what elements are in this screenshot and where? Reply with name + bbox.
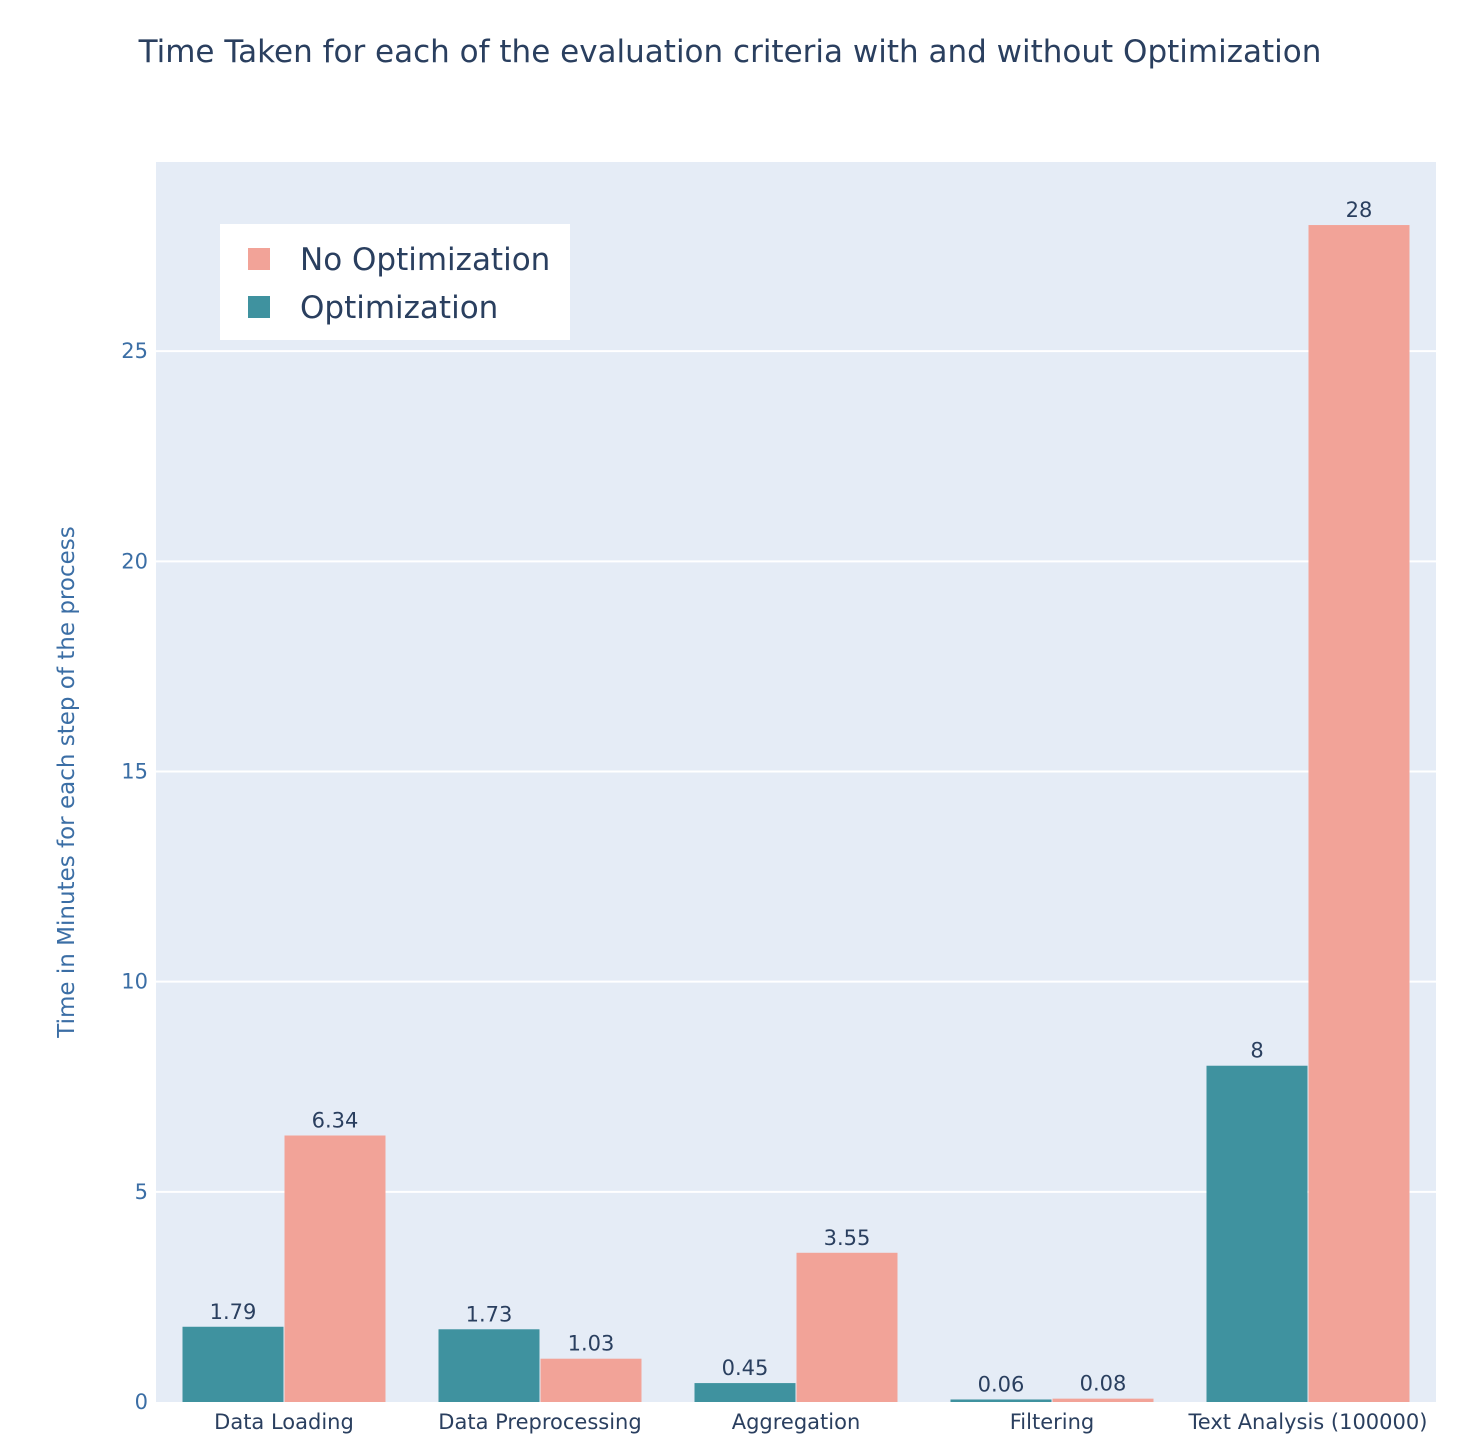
x-tick-label: Aggregation xyxy=(732,1410,861,1434)
legend-label[interactable]: Optimization xyxy=(300,290,498,326)
bar-no-optimization[interactable] xyxy=(540,1358,642,1402)
bar-optimization[interactable] xyxy=(1206,1065,1308,1402)
legend-box xyxy=(220,224,570,340)
bar-no-optimization[interactable] xyxy=(1052,1398,1154,1402)
x-tick-label: Data Preprocessing xyxy=(438,1410,641,1434)
y-tick-label: 20 xyxy=(121,549,148,573)
y-axis-label: Time in Minutes for each step of the pro… xyxy=(54,526,80,1038)
y-tick-label: 25 xyxy=(121,339,148,363)
data-label: 6.34 xyxy=(312,1109,359,1133)
data-label: 8 xyxy=(1250,1039,1263,1063)
y-tick-label: 10 xyxy=(121,970,148,994)
chart-title: Time Taken for each of the evaluation cr… xyxy=(138,34,1322,70)
x-axis-ticks: Data Loading Data Preprocessing Aggregatio… xyxy=(214,1410,1427,1434)
data-label: 1.73 xyxy=(466,1302,513,1326)
data-label: 1.79 xyxy=(210,1300,257,1324)
data-labels: 1.79 6.34 1.73 1.03 0.45 3.55 0.06 0.08 8 28 xyxy=(210,198,1373,1396)
x-tick-label: Text Analysis (100000) xyxy=(1188,1410,1428,1434)
x-tick-label: Data Loading xyxy=(214,1410,354,1434)
bar-no-optimization[interactable] xyxy=(284,1135,386,1402)
data-label: 0.45 xyxy=(722,1356,769,1380)
bars xyxy=(182,225,1410,1403)
bar-optimization[interactable] xyxy=(182,1326,284,1402)
data-label: 28 xyxy=(1346,198,1373,222)
data-label: 0.06 xyxy=(978,1372,1025,1396)
legend[interactable]: No Optimization Optimization xyxy=(220,224,570,340)
y-tick-label: 15 xyxy=(121,759,148,783)
legend-swatch xyxy=(248,296,270,318)
legend-swatch xyxy=(248,248,270,270)
bar-no-optimization[interactable] xyxy=(796,1252,898,1402)
legend-label[interactable]: No Optimization xyxy=(300,242,550,278)
data-label: 3.55 xyxy=(824,1226,871,1250)
bar-optimization[interactable] xyxy=(694,1383,796,1402)
x-tick-label: Filtering xyxy=(1010,1410,1094,1434)
data-label: 0.08 xyxy=(1080,1372,1127,1396)
bar-optimization[interactable] xyxy=(438,1329,540,1402)
y-tick-label: 5 xyxy=(135,1180,148,1204)
y-axis-ticks: 0 5 10 15 20 25 xyxy=(121,339,148,1414)
data-label: 1.03 xyxy=(568,1332,615,1356)
bar-no-optimization[interactable] xyxy=(1308,225,1410,1403)
y-tick-label: 0 xyxy=(135,1390,148,1414)
bar-optimization[interactable] xyxy=(950,1399,1052,1402)
